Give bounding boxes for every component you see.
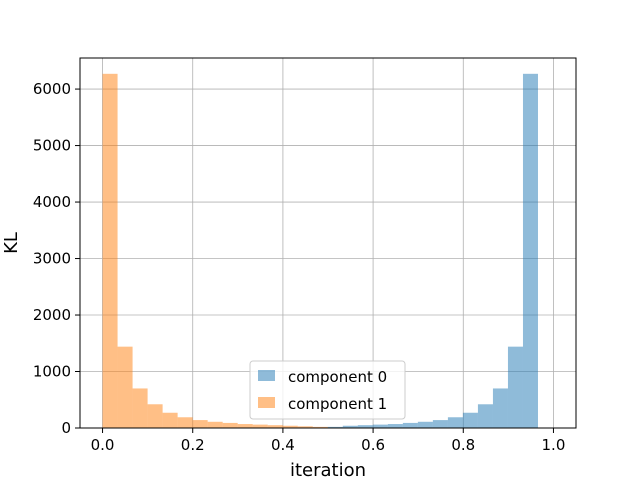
x-tick-label: 0.6 (361, 436, 385, 454)
histogram-bar (522, 73, 538, 428)
x-tick-label: 0.4 (271, 436, 295, 454)
histogram-bar (432, 420, 448, 428)
legend-box (249, 360, 406, 420)
histogram-bar (162, 412, 178, 428)
y-tick-label: 0 (61, 419, 71, 437)
histogram-bar (177, 417, 193, 428)
x-tick-label: 0.2 (181, 436, 205, 454)
histogram-bar (237, 424, 253, 428)
histogram-bar (267, 425, 283, 428)
y-axis-label: KL (1, 232, 22, 254)
histogram-bar (102, 73, 118, 428)
histogram-bar (252, 424, 268, 428)
series-component-0 (327, 73, 538, 428)
histogram-bars (102, 73, 538, 428)
histogram-bar (192, 420, 208, 428)
histogram-bar (282, 425, 298, 428)
x-axis-label: iteration (290, 460, 366, 480)
legend-swatch-component-0 (258, 370, 275, 381)
histogram-bar (207, 421, 223, 428)
y-tick-label: 3000 (33, 250, 71, 268)
y-axis-ticks: 0 1000 2000 3000 4000 5000 6000 (33, 80, 80, 437)
histogram-bar (507, 346, 523, 428)
x-tick-label: 1.0 (542, 436, 566, 454)
histogram-bar (327, 426, 343, 428)
histogram-bar (462, 412, 478, 428)
y-tick-label: 1000 (33, 363, 71, 381)
histogram-bar (387, 424, 403, 428)
x-axis-ticks: 0.0 0.2 0.4 0.6 0.8 1.0 (91, 428, 566, 454)
histogram-bar (417, 421, 433, 428)
histogram-bar (147, 404, 163, 428)
y-tick-label: 6000 (33, 80, 71, 98)
grid-lines (80, 58, 576, 429)
legend-label-component-1: component 1 (288, 395, 387, 413)
histogram-bar (402, 422, 418, 428)
histogram-bar (297, 426, 313, 428)
histogram-bar (117, 346, 133, 428)
y-tick-label: 4000 (33, 193, 71, 211)
y-tick-label: 5000 (33, 137, 71, 155)
histogram-bar (357, 425, 373, 428)
histogram-bar (222, 422, 238, 428)
y-tick-label: 2000 (33, 306, 71, 324)
histogram-bar (132, 388, 148, 428)
series-component-1 (102, 73, 328, 428)
histogram-bar (312, 426, 328, 428)
legend: component 0 component 1 (249, 360, 406, 420)
histogram-bar (447, 417, 463, 428)
plot-frame (79, 57, 577, 429)
legend-swatch-component-1 (258, 397, 275, 408)
histogram-bar (477, 404, 493, 428)
x-tick-label: 0.8 (451, 436, 475, 454)
legend-label-component-0: component 0 (288, 368, 387, 386)
histogram-bar (372, 424, 388, 428)
histogram-bar (492, 388, 508, 428)
histogram-bar (342, 425, 358, 428)
x-tick-label: 0.0 (91, 436, 115, 454)
